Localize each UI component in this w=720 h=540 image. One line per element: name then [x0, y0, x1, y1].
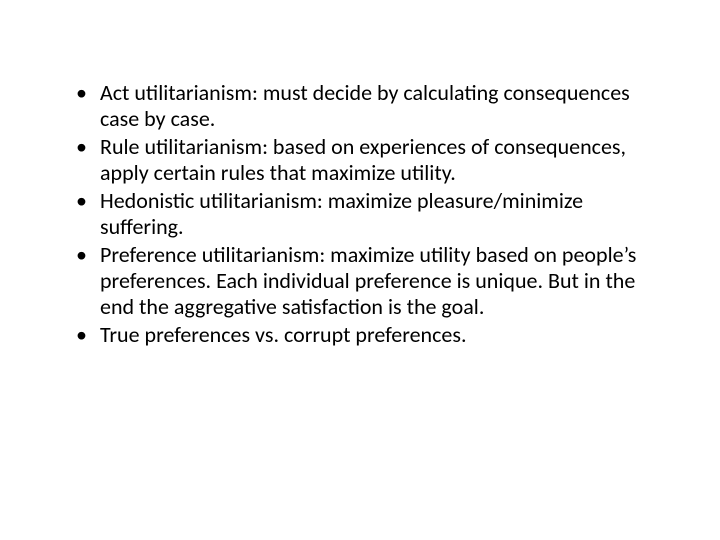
bullet-text: True preferences vs. corrupt preferences…	[100, 321, 467, 348]
list-item: Rule utilitarianism: based on experience…	[72, 134, 660, 186]
list-item: True preferences vs. corrupt preferences…	[72, 322, 660, 348]
bullet-text: Hedonistic utilitarianism: maximize plea…	[100, 187, 583, 240]
list-item: Act utilitarianism: must decide by calcu…	[72, 80, 660, 132]
bullet-text: Act utilitarianism: must decide by calcu…	[100, 79, 630, 132]
bullet-text: Preference utilitarianism: maximize util…	[100, 241, 636, 320]
bullet-text: Rule utilitarianism: based on experience…	[100, 133, 626, 186]
bullet-list: Act utilitarianism: must decide by calcu…	[72, 80, 660, 348]
list-item: Preference utilitarianism: maximize util…	[72, 242, 660, 320]
list-item: Hedonistic utilitarianism: maximize plea…	[72, 188, 660, 240]
slide: Act utilitarianism: must decide by calcu…	[0, 0, 720, 540]
